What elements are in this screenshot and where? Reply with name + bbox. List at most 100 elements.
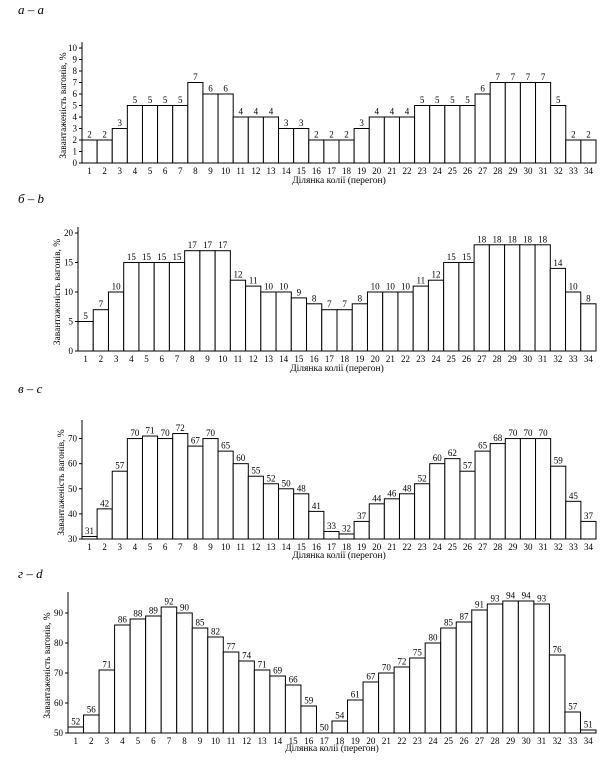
data-label: 12 [233, 270, 242, 280]
x-tick-label: 4 [133, 542, 138, 552]
bar [138, 262, 155, 352]
bar [459, 105, 476, 164]
panel-label: г – d [18, 566, 43, 581]
bar [308, 139, 325, 164]
x-tick-label: 23 [413, 736, 423, 746]
bar [67, 726, 85, 734]
y-tick-label: 20 [64, 228, 74, 238]
bar [535, 438, 552, 540]
data-label: 74 [242, 651, 252, 661]
bar [199, 250, 216, 352]
bar [214, 250, 231, 352]
x-tick-label: 28 [491, 736, 501, 746]
data-label: 62 [448, 448, 457, 458]
data-label: 91 [475, 600, 484, 610]
x-tick-label: 26 [463, 542, 473, 552]
bar [81, 139, 98, 164]
x-tick-label: 18 [340, 354, 350, 364]
bar [172, 105, 189, 164]
x-tick-label: 7 [178, 542, 183, 552]
x-tick-label: 32 [553, 354, 562, 364]
x-tick-label: 4 [129, 354, 134, 364]
x-tick-label: 28 [493, 542, 503, 552]
bar [187, 82, 204, 164]
data-label: 2 [329, 130, 334, 140]
bar [353, 128, 370, 164]
x-tick-label: 10 [221, 542, 231, 552]
bar [207, 636, 224, 734]
x-tick-label: 22 [401, 354, 410, 364]
bar [362, 681, 380, 734]
data-label: 50 [282, 478, 292, 488]
data-label: 17 [203, 240, 213, 250]
bar [126, 438, 143, 540]
y-tick-label: 80 [54, 638, 64, 648]
bar [141, 435, 159, 540]
bar [444, 105, 461, 164]
bar [550, 465, 567, 540]
bar [232, 463, 249, 540]
data-label: 72 [176, 423, 185, 433]
x-tick-label: 14 [282, 542, 292, 552]
bar [157, 105, 174, 164]
data-label: 68 [493, 433, 503, 443]
data-label: 54 [335, 711, 345, 721]
data-label: 5 [83, 311, 88, 321]
x-tick-label: 26 [463, 166, 473, 176]
y-tick-label: 8 [73, 66, 78, 76]
data-label: 7 [342, 299, 347, 309]
x-tick-label: 23 [416, 354, 426, 364]
x-tick-label: 8 [190, 354, 195, 364]
bar [397, 291, 414, 352]
data-label: 51 [584, 720, 593, 730]
x-tick-label: 13 [264, 354, 274, 364]
data-label: 90 [180, 603, 190, 613]
x-tick-label: 21 [387, 542, 396, 552]
data-label: 5 [163, 95, 168, 105]
data-label: 48 [297, 483, 307, 493]
data-label: 5 [450, 95, 455, 105]
x-tick-label: 34 [584, 736, 594, 746]
bar [168, 262, 186, 352]
bar [443, 262, 460, 352]
data-label: 10 [264, 282, 274, 292]
x-tick-label: 32 [554, 166, 563, 176]
y-tick-label: 60 [54, 698, 64, 708]
data-label: 3 [118, 118, 123, 128]
bar [217, 450, 234, 540]
bar [353, 520, 370, 540]
bar [471, 609, 488, 734]
data-label: 77 [227, 642, 237, 652]
bar [444, 458, 461, 540]
x-tick-label: 11 [236, 542, 245, 552]
data-label: 52 [71, 717, 80, 727]
bar [440, 627, 457, 734]
x-tick-label: 18 [342, 542, 352, 552]
bar [368, 503, 385, 540]
x-tick-label: 11 [234, 354, 243, 364]
bar [191, 627, 209, 734]
y-axis-title: Завантаженість вагонів, % [57, 429, 67, 536]
bar [427, 279, 445, 352]
bar [141, 105, 159, 164]
bar [338, 139, 355, 164]
panel-label: б – b [18, 191, 45, 206]
data-label: 6 [480, 84, 485, 94]
x-axis-title: Ділянка колії (перегон) [290, 363, 384, 374]
bar [293, 493, 310, 540]
x-tick-label: 34 [584, 166, 594, 176]
bar [96, 508, 113, 540]
x-tick-label: 12 [242, 736, 251, 746]
x-tick-label: 21 [382, 736, 391, 746]
data-label: 7 [327, 299, 332, 309]
y-tick-label: 1 [73, 147, 78, 157]
data-label: 80 [428, 633, 438, 643]
bar [278, 128, 295, 164]
x-tick-label: 14 [273, 736, 283, 746]
bar [474, 450, 491, 540]
bar [383, 498, 400, 540]
y-tick-label: 15 [64, 258, 74, 268]
bar [533, 603, 550, 734]
x-tick-label: 28 [493, 166, 503, 176]
x-tick-label: 27 [477, 354, 487, 364]
